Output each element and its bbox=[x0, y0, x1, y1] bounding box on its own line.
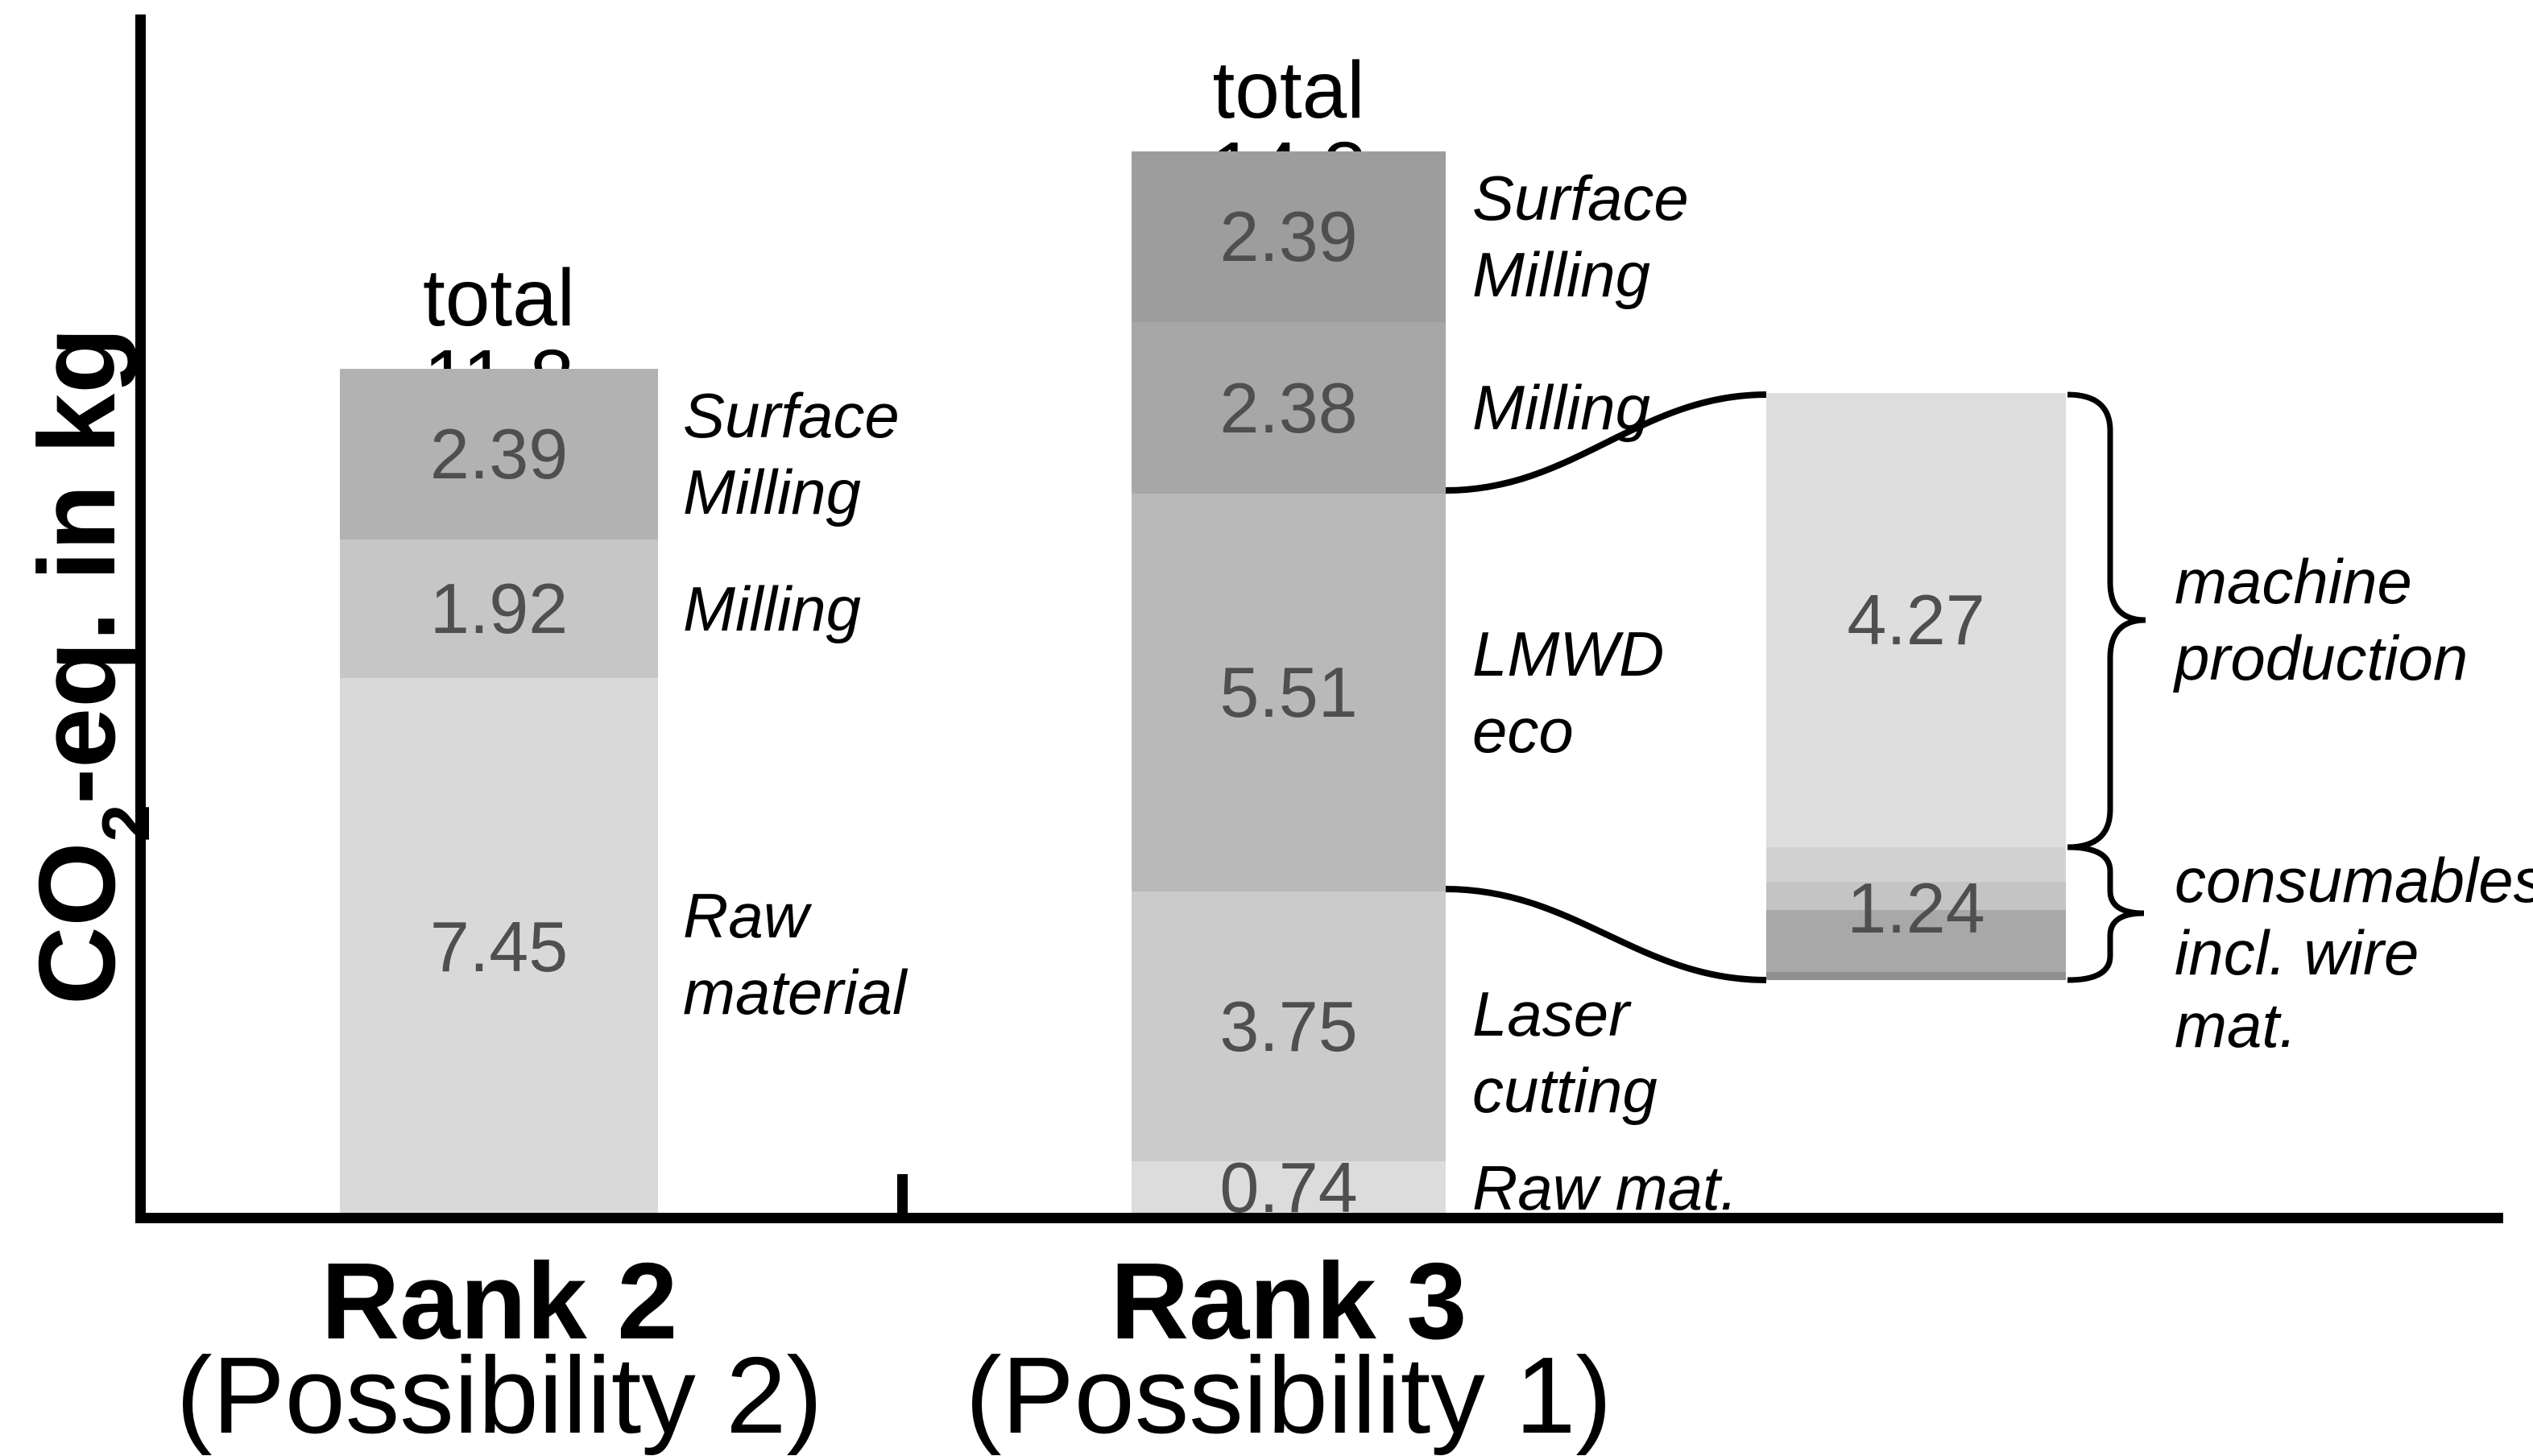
value-label-consumables: 1.24 bbox=[1847, 868, 1985, 948]
breakdown-connector-bottom bbox=[1445, 886, 1767, 983]
bar-rank3-segment-laser-cutting: 3.75 bbox=[1132, 891, 1446, 1161]
side-label-rank3-milling: Milling bbox=[1472, 372, 1651, 443]
x-category-rank2: Rank 2 bbox=[321, 1240, 678, 1362]
side-label-rank2-milling: Milling bbox=[683, 573, 862, 644]
x-category-rank2-sub: (Possibility 2) bbox=[176, 1334, 823, 1456]
x-axis-tick bbox=[897, 1174, 908, 1213]
breakdown-consumables-band-1 bbox=[1766, 847, 2066, 882]
bar-rank3-segment-lmwd-eco: 5.51 bbox=[1132, 494, 1446, 891]
breakdown-segment-machine-production: 4.27 bbox=[1766, 393, 2066, 847]
brace-label-consumables: consumables incl. wire mat. bbox=[2175, 845, 2533, 1061]
x-category-rank3-sub: (Possibility 1) bbox=[965, 1334, 1612, 1456]
bar-rank3-segment-milling: 2.38 bbox=[1132, 322, 1446, 494]
side-label-rank2-surface-milling: Surface Milling bbox=[683, 380, 900, 527]
value-label: 1.92 bbox=[429, 569, 569, 648]
side-label-rank2-raw-material: Raw material bbox=[683, 880, 907, 1028]
value-label: 4.27 bbox=[1847, 580, 1985, 660]
bar-rank2-segment-surface-milling: 2.39 bbox=[340, 369, 658, 540]
side-label-rank3-laser-cutting: Laser cutting bbox=[1472, 978, 1658, 1126]
brace-label-machine-production: machine production bbox=[2175, 546, 2469, 693]
value-label: 7.45 bbox=[429, 907, 569, 987]
brace-machine-production bbox=[2067, 391, 2146, 850]
x-category-rank3: Rank 3 bbox=[1110, 1240, 1467, 1362]
y-axis-title-subscript: 2 bbox=[88, 804, 164, 842]
breakdown-consumables-band-3 bbox=[1766, 910, 2066, 972]
brace-consumables bbox=[2067, 844, 2145, 983]
value-label: 0.74 bbox=[1219, 1148, 1358, 1227]
value-label: 5.51 bbox=[1219, 652, 1358, 732]
breakdown-consumables-band-4 bbox=[1766, 972, 2066, 980]
breakdown-consumables-band-2 bbox=[1766, 882, 2066, 910]
bar-rank2-segment-raw-material: 7.45 bbox=[340, 678, 658, 1216]
value-label: 3.75 bbox=[1219, 986, 1358, 1066]
bar-rank3-segment-raw-mat: 0.74 bbox=[1132, 1152, 1446, 1223]
y-axis-title-suffix: -eq. in kg bbox=[16, 327, 138, 805]
bar-rank2-segment-milling: 1.92 bbox=[340, 540, 658, 678]
value-label: 2.38 bbox=[1219, 367, 1358, 448]
bar-rank3-segment-surface-milling: 2.39 bbox=[1132, 151, 1446, 322]
y-axis-title-prefix: CO bbox=[16, 842, 138, 1006]
side-label-rank3-surface-milling: Surface Milling bbox=[1472, 163, 1689, 310]
value-label: 2.39 bbox=[1219, 196, 1358, 276]
side-label-rank3-raw-mat: Raw mat. bbox=[1472, 1152, 1738, 1223]
side-label-rank3-lmwd-eco: LMWD eco bbox=[1472, 618, 1665, 766]
y-axis-title: CO2-eq. in kg bbox=[16, 327, 168, 1005]
value-label: 2.39 bbox=[429, 414, 569, 494]
